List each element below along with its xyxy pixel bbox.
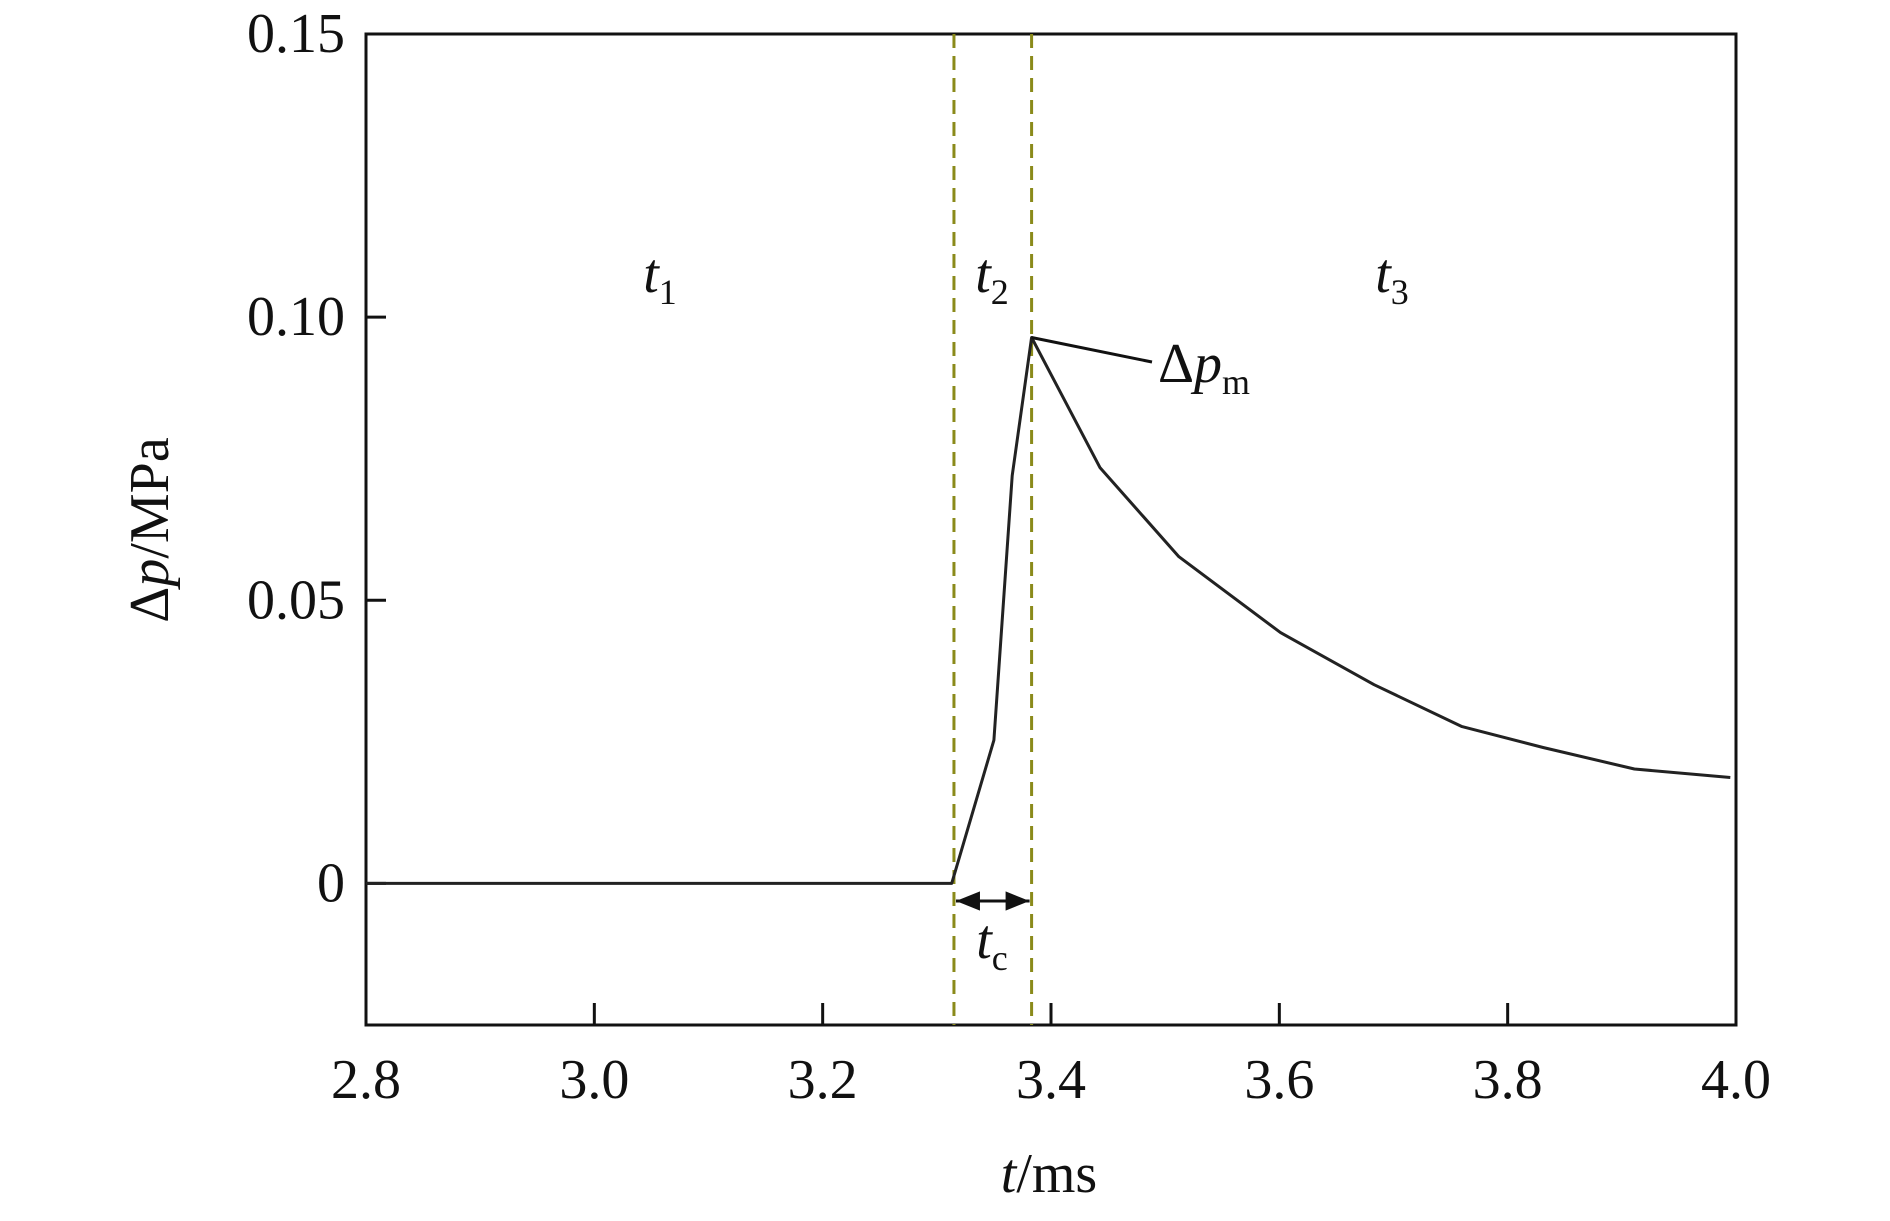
x-label-var: t bbox=[1001, 1143, 1018, 1205]
y-label-var: p bbox=[119, 559, 181, 591]
annotation: t3 bbox=[1375, 243, 1409, 312]
x-tick-label: 4.0 bbox=[1701, 1049, 1771, 1111]
annotation-text: t bbox=[643, 243, 660, 305]
x-axis-label: t/ms bbox=[1001, 1143, 1097, 1205]
x-tick-label: 3.2 bbox=[788, 1049, 858, 1111]
y-tick-label: 0.15 bbox=[247, 3, 345, 65]
x-tick-label: 3.4 bbox=[1016, 1049, 1086, 1111]
annotation-text: t bbox=[975, 243, 992, 305]
annotation-subscript: 1 bbox=[659, 272, 677, 312]
annotation-subscript: 2 bbox=[991, 272, 1009, 312]
annotation-subscript: c bbox=[992, 938, 1008, 978]
y-tick-label: 0.05 bbox=[247, 569, 345, 631]
annotation: t2 bbox=[975, 243, 1009, 312]
annotation-text: Δp bbox=[1158, 333, 1222, 395]
y-label-unit: /MPa bbox=[119, 437, 181, 558]
data-line bbox=[366, 336, 1731, 885]
y-axis-label: Δp/MPa bbox=[119, 437, 181, 623]
annotation-text: t bbox=[1375, 243, 1392, 305]
y-tick-label: 0.10 bbox=[247, 286, 345, 348]
x-label-unit: /ms bbox=[1016, 1143, 1097, 1205]
annotation-subscript: m bbox=[1222, 362, 1250, 402]
annotation: tc bbox=[976, 909, 1008, 978]
x-tick-label: 3.6 bbox=[1244, 1049, 1314, 1111]
plot-frame bbox=[364, 32, 1738, 1027]
peak-leader bbox=[1031, 336, 1153, 364]
annotation: t1 bbox=[643, 243, 677, 312]
y-label-prefix: Δ bbox=[119, 587, 181, 623]
annotation-text: t bbox=[976, 909, 993, 971]
x-tick-label: 3.0 bbox=[559, 1049, 629, 1111]
x-tick-label: 2.8 bbox=[331, 1049, 401, 1111]
y-tick-label: 0 bbox=[317, 852, 345, 914]
annotation-subscript: 3 bbox=[1391, 272, 1409, 312]
x-tick-label: 3.8 bbox=[1473, 1049, 1543, 1111]
annotation: Δpm bbox=[1158, 333, 1250, 402]
